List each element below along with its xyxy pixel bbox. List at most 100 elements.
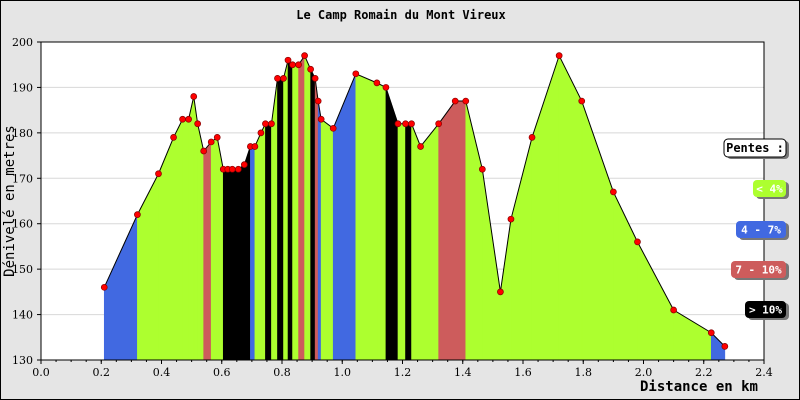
slope-segment: [438, 100, 456, 361]
legend-swatch: [745, 301, 786, 318]
legend-swatch: [753, 180, 786, 197]
data-point: [207, 138, 215, 146]
data-point: [170, 134, 177, 141]
y-tick-label: 150: [12, 263, 33, 276]
slope-segment: [250, 146, 256, 361]
slope-segment: [182, 118, 189, 361]
data-point: [555, 52, 563, 59]
y-tick-label: 190: [12, 81, 33, 94]
slope-segment: [254, 132, 262, 361]
legend-swatch: [736, 221, 786, 238]
data-point: [301, 52, 308, 59]
slope-segment: [287, 59, 293, 361]
data-point: [435, 120, 442, 128]
data-point: [234, 165, 242, 173]
x-tick-label: 0.4: [153, 366, 171, 379]
data-point: [228, 165, 236, 173]
legend-label: 4 - 7%: [741, 224, 781, 237]
data-point: [280, 74, 287, 82]
slope-segment: [310, 69, 316, 361]
data-point: [190, 93, 198, 100]
slope-segment: [376, 82, 387, 361]
data-point: [284, 56, 292, 64]
x-axis-label: Distance en km: [640, 379, 758, 395]
slope-segment: [397, 123, 406, 361]
data-point: [382, 84, 390, 91]
data-point: [185, 115, 192, 123]
data-point: [497, 288, 504, 296]
x-axis-ticks: 0.0 0.2 0.4 0.6 0.8 1.0 1.2 1.4 1.6 1.8 2.0 2.2 2.4: [32, 360, 773, 379]
chart-title: Le Camp Romain du Mont Vireux: [296, 8, 506, 22]
slope-segment: [405, 123, 412, 361]
data-point: [257, 129, 265, 137]
x-tick-label: 1.4: [454, 366, 472, 379]
x-tick-label: 2.4: [755, 366, 773, 379]
slope-segment: [231, 168, 239, 361]
data-point: [329, 124, 337, 132]
data-point: [200, 147, 208, 155]
slope-segment: [320, 118, 334, 361]
x-tick-label: 1.8: [575, 366, 593, 379]
legend-title: Pentes :: [726, 141, 784, 155]
x-tick-label: 1.0: [334, 366, 352, 379]
legend: Pentes : < 4% 4 - 7% 7 - 10% > 10%: [723, 138, 789, 320]
slope-segment: [298, 54, 305, 361]
data-point: [721, 343, 729, 350]
x-tick-label: 0.0: [32, 366, 50, 379]
slope-segment: [277, 78, 284, 361]
y-axis-ticks: 130 140 150 160 170 180 190 200: [12, 36, 41, 367]
data-point: [352, 70, 360, 78]
data-point: [578, 97, 586, 105]
legend-label: > 10%: [749, 304, 782, 317]
data-point: [451, 97, 459, 105]
data-point: [240, 161, 248, 169]
slope-segment: [558, 55, 583, 361]
data-point: [179, 115, 186, 123]
data-point: [314, 97, 322, 105]
data-point: [251, 143, 259, 150]
legend-label: 7 - 10%: [735, 264, 782, 277]
slope-segment: [197, 123, 204, 361]
data-point: [213, 134, 221, 141]
data-point: [155, 170, 162, 178]
slope-segment: [292, 64, 299, 361]
slope-segment: [173, 119, 183, 361]
x-tick-label: 2.2: [695, 366, 713, 379]
data-point: [610, 188, 617, 196]
y-tick-label: 140: [12, 309, 33, 322]
data-point: [707, 329, 715, 337]
data-point: [408, 120, 415, 128]
data-point: [262, 120, 269, 128]
data-point: [417, 143, 424, 150]
data-point: [311, 74, 319, 82]
x-tick-label: 1.2: [394, 366, 412, 379]
data-point: [274, 74, 281, 82]
slope-segment: [385, 87, 399, 361]
x-tick-label: 0.2: [93, 366, 111, 379]
legend-swatch: [731, 261, 786, 278]
data-point: [394, 120, 402, 128]
data-point: [100, 283, 108, 291]
data-point: [462, 97, 470, 105]
data-point: [402, 120, 409, 128]
slope-segment: [193, 96, 198, 361]
slope-segment: [304, 55, 311, 361]
legend-label: < 4%: [756, 183, 783, 196]
slope-segment: [244, 146, 251, 361]
slope-segment: [222, 168, 229, 361]
slope-segment: [411, 123, 421, 361]
data-point: [307, 65, 314, 73]
slope-segment: [227, 168, 233, 361]
slope-segment: [283, 60, 289, 361]
data-point: [134, 211, 141, 218]
data-point: [268, 120, 275, 128]
data-markers: [100, 52, 729, 350]
slope-segment: [317, 101, 322, 361]
slope-segment: [314, 78, 319, 361]
slope-segment: [355, 73, 378, 361]
y-tick-label: 180: [12, 127, 33, 140]
data-point: [317, 115, 325, 123]
slope-segment: [210, 136, 218, 361]
slope-segment: [420, 122, 439, 361]
